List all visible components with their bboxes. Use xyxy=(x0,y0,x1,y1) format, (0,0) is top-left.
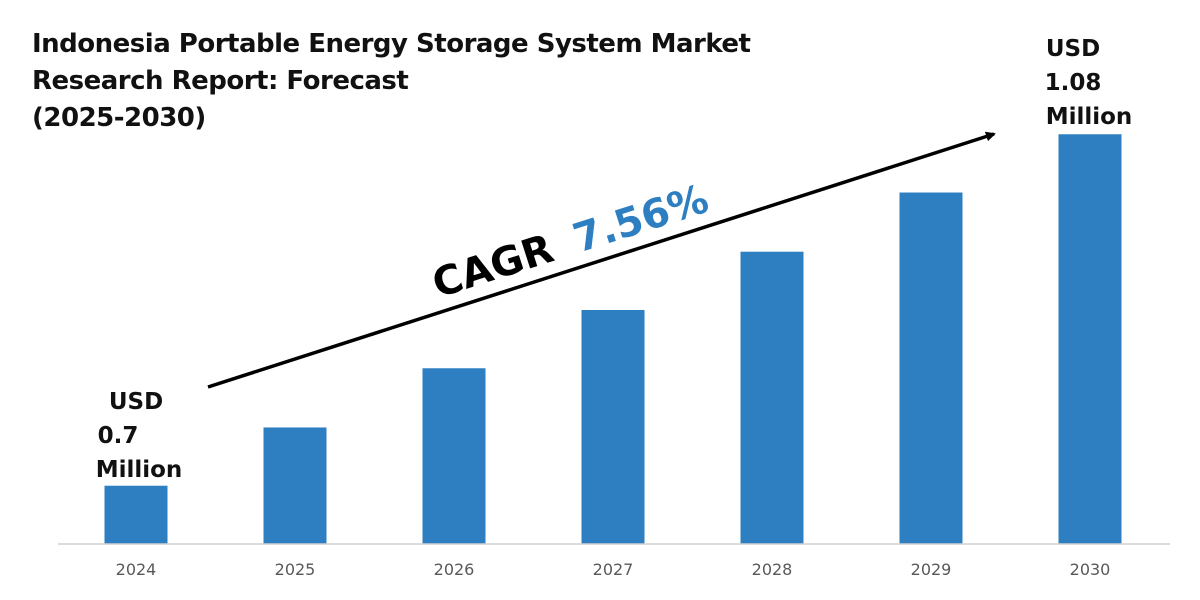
x-tick-label: 2028 xyxy=(752,560,793,579)
bar-2028 xyxy=(740,251,804,545)
end-label-line-1: USD xyxy=(1046,36,1100,62)
bar-2030 xyxy=(1058,134,1122,544)
start-value-label: USD 0.7 Million xyxy=(96,389,183,483)
end-label-line-2: 1.08 xyxy=(1045,70,1102,96)
bar-2026 xyxy=(422,368,486,544)
title-line-2: Research Report: Forecast xyxy=(32,66,409,96)
bar-2025 xyxy=(263,427,327,544)
start-label-line-1: USD xyxy=(109,389,163,415)
cagr-annotation: CAGR 7.56% xyxy=(427,176,714,307)
start-label-line-3: Million xyxy=(96,457,183,483)
end-value-label: USD 1.08 Million xyxy=(1045,36,1133,130)
growth-arrow xyxy=(207,131,996,389)
end-label-line-3: Million xyxy=(1046,104,1133,130)
bar-2029 xyxy=(899,192,963,544)
x-tick-label: 2029 xyxy=(911,560,952,579)
x-tick-label: 2030 xyxy=(1070,560,1111,579)
chart-title: Indonesia Portable Energy Storage System… xyxy=(32,26,751,137)
x-tick-label: 2027 xyxy=(593,560,634,579)
x-tick-label: 2025 xyxy=(275,560,316,579)
x-tick-label: 2026 xyxy=(434,560,475,579)
title-line-3: (2025-2030) xyxy=(32,103,206,133)
bar-2027 xyxy=(581,309,645,544)
title-line-1: Indonesia Portable Energy Storage System… xyxy=(32,29,751,59)
start-label-line-2: 0.7 xyxy=(98,423,139,449)
bar-2024 xyxy=(104,485,168,544)
x-tick-label: 2024 xyxy=(116,560,157,579)
